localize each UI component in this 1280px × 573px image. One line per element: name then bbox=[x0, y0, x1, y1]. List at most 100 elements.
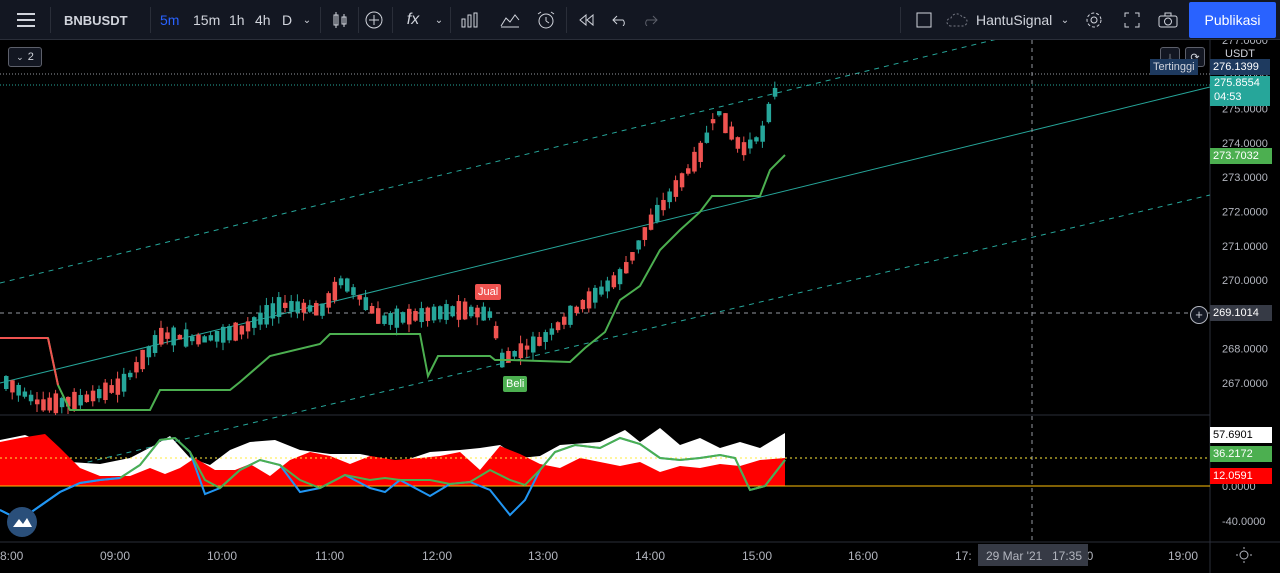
publish-button[interactable]: Publikasi bbox=[1189, 2, 1276, 38]
candle-body[interactable] bbox=[717, 111, 722, 116]
templates-icon[interactable] bbox=[456, 0, 484, 40]
buy-signal-label[interactable]: Beli bbox=[503, 376, 528, 392]
candle-body[interactable] bbox=[301, 302, 307, 313]
timeframe-5m[interactable]: 5m bbox=[160, 12, 180, 28]
candle-body[interactable] bbox=[239, 325, 245, 335]
candle-body[interactable] bbox=[431, 306, 437, 321]
candle-body[interactable] bbox=[537, 336, 542, 346]
candle-body[interactable] bbox=[450, 306, 455, 317]
candle-body[interactable] bbox=[190, 336, 195, 342]
candle-body[interactable] bbox=[400, 312, 406, 323]
candle-body[interactable] bbox=[208, 335, 214, 341]
candle-body[interactable] bbox=[326, 293, 331, 308]
compare-icon[interactable] bbox=[496, 0, 524, 40]
candle-body[interactable] bbox=[419, 308, 424, 323]
candle-body[interactable] bbox=[177, 334, 183, 340]
candlestick-series[interactable] bbox=[4, 81, 778, 416]
candle-body[interactable] bbox=[22, 391, 28, 397]
candle-body[interactable] bbox=[413, 311, 418, 321]
candle-body[interactable] bbox=[121, 373, 127, 392]
oscillator-pane[interactable] bbox=[0, 428, 1210, 522]
candle-body[interactable] bbox=[735, 137, 741, 149]
candle-body[interactable] bbox=[698, 142, 703, 162]
candle-body[interactable] bbox=[307, 305, 313, 312]
candle-body[interactable] bbox=[487, 311, 493, 318]
candle-body[interactable] bbox=[357, 295, 362, 300]
candle-body[interactable] bbox=[673, 180, 679, 197]
candle-body[interactable] bbox=[425, 307, 431, 321]
sell-signal-label[interactable]: Jual bbox=[475, 284, 502, 300]
menu-icon[interactable] bbox=[12, 0, 40, 40]
candle-body[interactable] bbox=[227, 326, 232, 341]
timeframe-4h[interactable]: 4h bbox=[255, 12, 271, 28]
candle-body[interactable] bbox=[562, 316, 567, 325]
candle-body[interactable] bbox=[407, 308, 412, 325]
time-axis[interactable]: 8:00 09:00 10:00 11:00 12:00 13:00 14:00 15:00 1… bbox=[0, 549, 1198, 563]
candle-body[interactable] bbox=[444, 304, 449, 320]
candle-body[interactable] bbox=[586, 291, 592, 309]
alert-icon[interactable] bbox=[532, 0, 560, 40]
candle-body[interactable] bbox=[171, 327, 176, 346]
candle-body[interactable] bbox=[729, 126, 734, 140]
sun-icon[interactable] bbox=[1236, 547, 1252, 563]
candle-body[interactable] bbox=[115, 378, 121, 395]
candle-body[interactable] bbox=[617, 269, 623, 285]
candle-body[interactable] bbox=[103, 382, 108, 401]
candle-body[interactable] bbox=[134, 362, 139, 373]
candle-body[interactable] bbox=[599, 286, 604, 295]
candle-body[interactable] bbox=[679, 173, 685, 188]
candle-body[interactable] bbox=[363, 297, 369, 311]
candle-body[interactable] bbox=[351, 287, 356, 296]
price-chart[interactable]: 277.0000276.0000275.0000274.0000273.0000… bbox=[0, 40, 1280, 573]
candle-body[interactable] bbox=[276, 297, 282, 317]
candle-body[interactable] bbox=[196, 334, 201, 345]
collapse-indicators-button[interactable]: ⌄ 2 bbox=[8, 47, 42, 67]
candle-body[interactable] bbox=[456, 301, 462, 320]
cloud-icon[interactable] bbox=[946, 0, 968, 40]
camera-icon[interactable] bbox=[1154, 0, 1182, 40]
candle-body[interactable] bbox=[493, 325, 499, 339]
candle-body[interactable] bbox=[202, 336, 207, 343]
candle-body[interactable] bbox=[233, 322, 238, 341]
add-alert-icon[interactable]: + bbox=[1190, 306, 1208, 324]
channel-upper-line[interactable] bbox=[0, 40, 1210, 284]
candle-body[interactable] bbox=[655, 204, 660, 222]
candle-body[interactable] bbox=[140, 349, 145, 370]
candle-body[interactable] bbox=[648, 214, 654, 230]
candle-body[interactable] bbox=[723, 113, 728, 134]
candle-body[interactable] bbox=[611, 275, 617, 288]
candle-body[interactable] bbox=[109, 385, 114, 393]
candle-body[interactable] bbox=[704, 132, 710, 143]
timeframe-15m[interactable]: 15m bbox=[193, 12, 221, 28]
symbol-search[interactable]: BNBUSDT bbox=[64, 12, 128, 28]
candle-body[interactable] bbox=[245, 321, 251, 332]
candle-body[interactable] bbox=[59, 397, 65, 408]
candle-body[interactable] bbox=[47, 397, 52, 411]
candle-body[interactable] bbox=[667, 191, 672, 203]
candle-body[interactable] bbox=[636, 240, 641, 250]
candle-body[interactable] bbox=[605, 280, 610, 292]
candle-body[interactable] bbox=[555, 322, 561, 331]
chart-area[interactable]: 277.0000276.0000275.0000274.0000273.0000… bbox=[0, 40, 1280, 573]
candle-body[interactable] bbox=[252, 317, 257, 328]
candle-body[interactable] bbox=[28, 394, 34, 402]
candle-body[interactable] bbox=[159, 327, 164, 345]
add-icon[interactable] bbox=[362, 0, 386, 40]
chevron-down-icon[interactable]: ⌄ bbox=[434, 14, 444, 26]
candle-body[interactable] bbox=[624, 262, 629, 274]
indicators-icon[interactable]: fx bbox=[406, 11, 420, 28]
candle-body[interactable] bbox=[53, 393, 59, 414]
candles-icon[interactable] bbox=[326, 0, 354, 40]
candle-body[interactable] bbox=[152, 335, 158, 353]
candle-body[interactable] bbox=[221, 326, 226, 343]
candle-body[interactable] bbox=[512, 351, 517, 357]
candle-body[interactable] bbox=[258, 312, 263, 325]
channel-lower-line[interactable] bbox=[0, 194, 1211, 484]
candle-body[interactable] bbox=[394, 308, 400, 328]
candle-body[interactable] bbox=[295, 301, 300, 313]
candle-body[interactable] bbox=[549, 328, 555, 335]
candle-body[interactable] bbox=[78, 394, 83, 406]
candle-body[interactable] bbox=[661, 199, 666, 211]
candle-body[interactable] bbox=[760, 125, 765, 142]
candle-body[interactable] bbox=[574, 306, 579, 314]
